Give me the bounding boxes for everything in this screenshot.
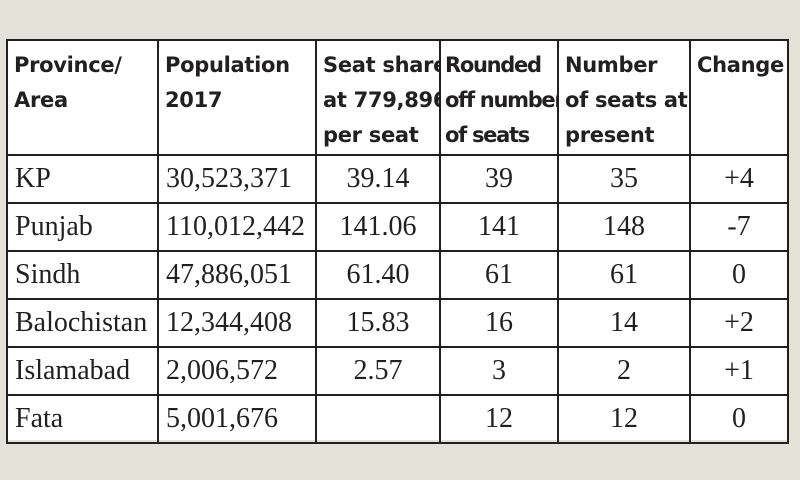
cell-population: 5,001,676 — [157, 394, 317, 444]
header-line: of seats at — [565, 88, 688, 112]
cell-change: 0 — [689, 394, 789, 444]
cell-present-seats: 12 — [557, 394, 691, 444]
cell-rounded-seats: 61 — [439, 250, 559, 300]
cell-rounded-seats: 3 — [439, 346, 559, 396]
cell-rounded-seats: 39 — [439, 154, 559, 204]
table-header-row: Province/ Area Population 2017 Seat shar… — [6, 39, 789, 156]
cell-present-seats: 14 — [557, 298, 691, 348]
header-rounded-seats: Rounded off number of seats — [439, 39, 559, 156]
header-seat-share: Seat share at 779,896 per seat — [315, 39, 441, 156]
cell-province: Fata — [6, 394, 159, 444]
cell-population: 12,344,408 — [157, 298, 317, 348]
header-line: Area — [14, 88, 68, 112]
cell-population: 47,886,051 — [157, 250, 317, 300]
cell-rounded-seats: 12 — [439, 394, 559, 444]
cell-seat-share: 2.57 — [315, 346, 441, 396]
cell-present-seats: 148 — [557, 202, 691, 252]
cell-province: Sindh — [6, 250, 159, 300]
cell-change: -7 — [689, 202, 789, 252]
cell-province: Islamabad — [6, 346, 159, 396]
header-line: Province/ — [14, 53, 122, 77]
cell-seat-share — [315, 394, 441, 444]
seat-allocation-table: Province/ Area Population 2017 Seat shar… — [6, 39, 789, 444]
cell-change: +1 — [689, 346, 789, 396]
cell-population: 2,006,572 — [157, 346, 317, 396]
table-row-sindh: Sindh 47,886,051 61.40 61 61 0 — [6, 250, 789, 300]
cell-seat-share: 39.14 — [315, 154, 441, 204]
header-line: Number — [565, 53, 658, 77]
header-line: at 779,896 — [323, 88, 440, 112]
table-row-islamabad: Islamabad 2,006,572 2.57 3 2 +1 — [6, 346, 789, 396]
header-province-area: Province/ Area — [6, 39, 159, 156]
cell-province: Punjab — [6, 202, 159, 252]
header-change: Change — [689, 39, 789, 156]
header-line: present — [565, 123, 655, 147]
cell-change: +2 — [689, 298, 789, 348]
table-row-punjab: Punjab 110,012,442 141.06 141 148 -7 — [6, 202, 789, 252]
header-present-seats: Number of seats at present — [557, 39, 691, 156]
cell-province: KP — [6, 154, 159, 204]
header-line: Seat share — [323, 53, 440, 77]
header-line: of seats — [445, 123, 530, 147]
header-population-2017: Population 2017 — [157, 39, 317, 156]
header-line: off number — [445, 88, 558, 112]
cell-population: 110,012,442 — [157, 202, 317, 252]
cell-rounded-seats: 16 — [439, 298, 559, 348]
header-line: Population — [165, 53, 290, 77]
cell-present-seats: 35 — [557, 154, 691, 204]
header-line: per seat — [323, 123, 419, 147]
cell-seat-share: 61.40 — [315, 250, 441, 300]
cell-seat-share: 141.06 — [315, 202, 441, 252]
cell-change: 0 — [689, 250, 789, 300]
cell-rounded-seats: 141 — [439, 202, 559, 252]
header-line: 2017 — [165, 88, 223, 112]
table-row-kp: KP 30,523,371 39.14 39 35 +4 — [6, 154, 789, 204]
cell-seat-share: 15.83 — [315, 298, 441, 348]
header-line: Rounded — [445, 53, 542, 77]
cell-present-seats: 2 — [557, 346, 691, 396]
cell-population: 30,523,371 — [157, 154, 317, 204]
cell-change: +4 — [689, 154, 789, 204]
cell-province: Balochistan — [6, 298, 159, 348]
seat-allocation-table-container: Province/ Area Population 2017 Seat shar… — [6, 39, 789, 444]
cell-present-seats: 61 — [557, 250, 691, 300]
table-row-balochistan: Balochistan 12,344,408 15.83 16 14 +2 — [6, 298, 789, 348]
table-row-fata: Fata 5,001,676 12 12 0 — [6, 394, 789, 444]
header-line: Change — [697, 53, 784, 77]
